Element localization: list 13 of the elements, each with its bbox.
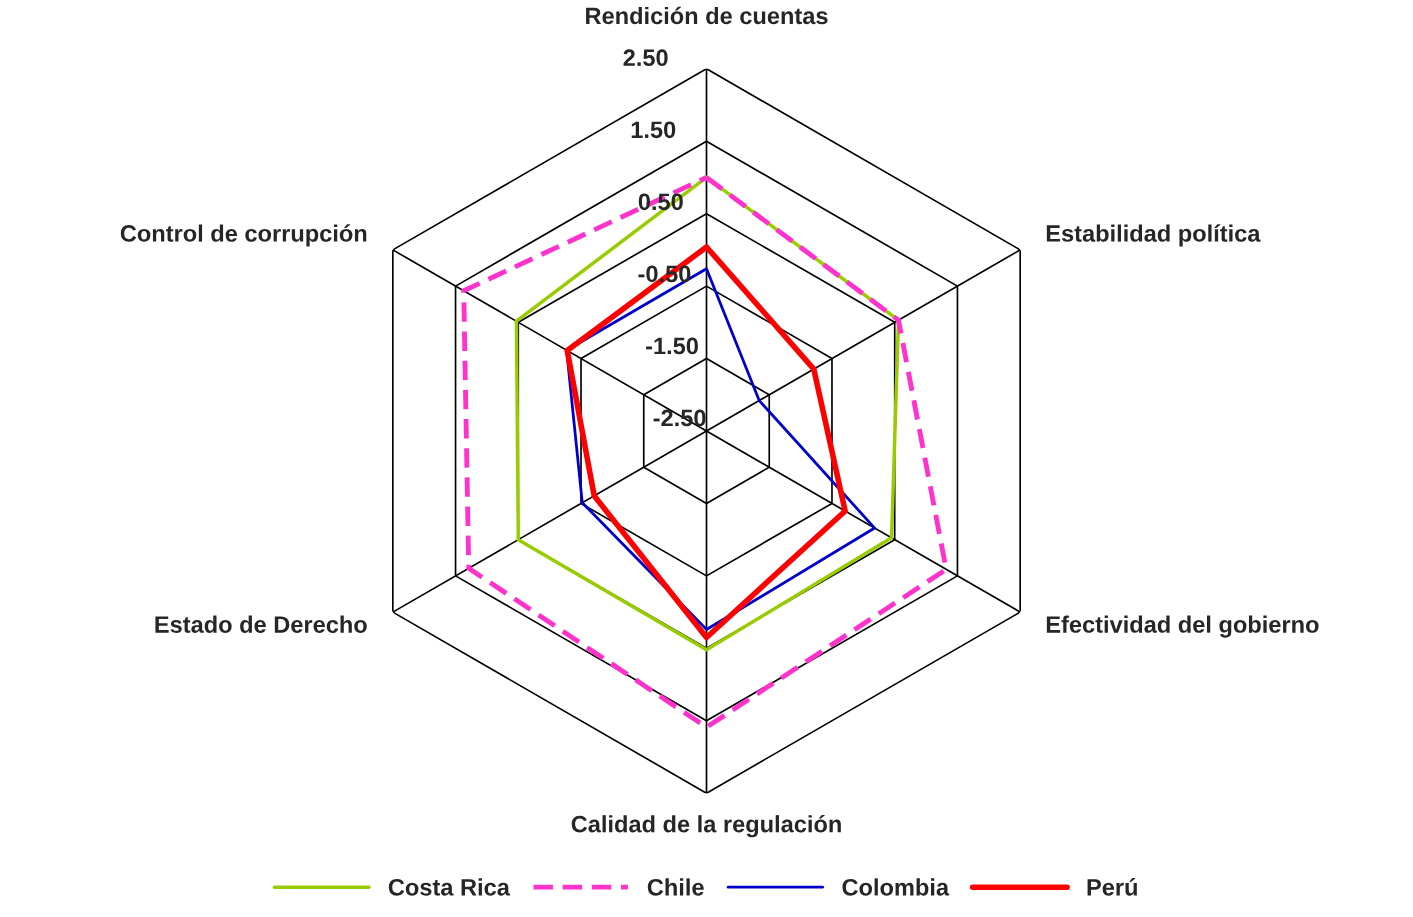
legend-label: Perú [1087, 878, 1137, 896]
y-tick-label: 2.50 [623, 49, 668, 67]
spoke-label: Estado de Derecho [155, 615, 367, 633]
spoke-label: Rendición de cuentas [586, 6, 828, 25]
legend-label: Costa Rica [388, 878, 511, 896]
legend-label: Chile [647, 878, 704, 896]
spoke-label: Estabilidad política [1046, 224, 1261, 247]
y-tick-label: -1.50 [646, 337, 698, 355]
spoke-label: Control de corrupción [120, 224, 367, 247]
spoke-label: Efectividad del gobierno [1046, 615, 1319, 638]
legend-label: Colombia [842, 878, 950, 896]
spoke-label: Calidad de la regulación [571, 814, 841, 838]
y-tick-label: 1.50 [631, 121, 676, 139]
